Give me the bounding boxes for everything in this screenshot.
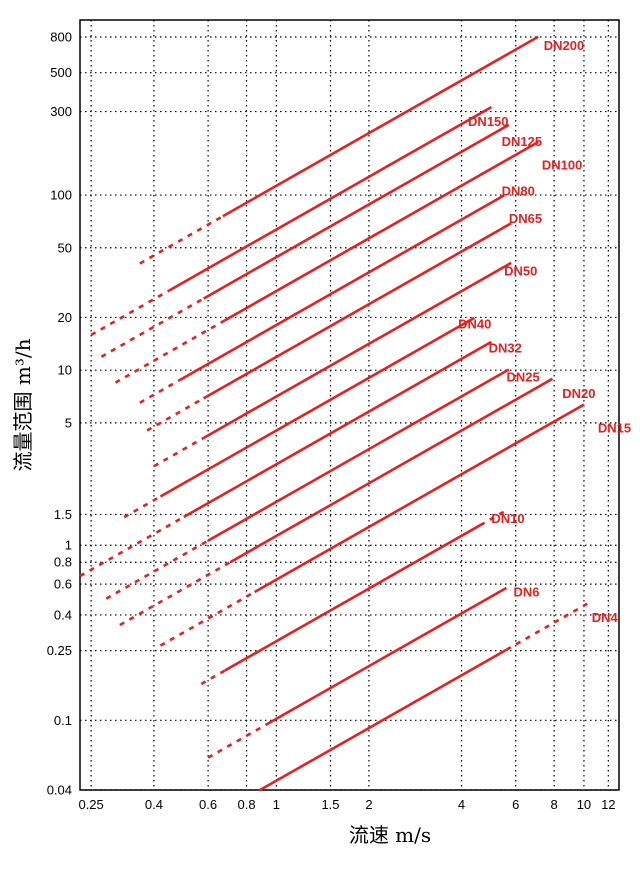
series-line-solid	[159, 316, 475, 498]
series-label: DN150	[468, 114, 508, 129]
series-line-solid	[202, 222, 512, 400]
series-line-dashed	[139, 379, 179, 404]
series-label: DN65	[509, 211, 542, 226]
y-tick-label: 1	[65, 538, 72, 553]
series-line-solid	[183, 340, 492, 519]
y-tick-label: 0.25	[47, 643, 72, 658]
x-tick-labels: 0.25 0.4 0.6 0.8 1 1.5 2 4 6 8 10 12	[78, 797, 615, 812]
series-label: DN15	[598, 421, 631, 436]
series-line-solid	[229, 377, 554, 564]
series-label: DN100	[542, 157, 582, 172]
series-label: DN25	[506, 370, 539, 385]
series-label: DN125	[502, 134, 542, 149]
series-line-solid	[258, 648, 508, 792]
x-tick-label: 8	[551, 797, 558, 812]
x-tick-label: 12	[601, 797, 615, 812]
series-label: DN40	[458, 316, 491, 331]
series-line-solid	[202, 123, 510, 300]
y-tick-label: 0.6	[54, 577, 72, 592]
y-axis-title: 流量范围 m³/h	[11, 338, 35, 471]
y-tick-label: 0.8	[54, 555, 72, 570]
series-line-solid	[169, 105, 492, 292]
series-label: DN80	[502, 184, 535, 199]
series-label: DN6	[513, 584, 539, 599]
series-line-dashed	[79, 515, 185, 578]
y-tick-label: 800	[50, 29, 72, 44]
series-label: DN10	[491, 511, 524, 526]
series-line-dashed	[153, 436, 205, 468]
series-line-dashed	[90, 289, 171, 337]
y-tick-label: 0.4	[54, 607, 72, 622]
x-tick-label: 0.8	[237, 797, 255, 812]
series-line-dashed	[479, 510, 505, 527]
series-line-dashed	[123, 495, 162, 519]
series-lines	[79, 35, 592, 792]
x-tick-label: 0.6	[199, 797, 217, 812]
series-line-dashed	[505, 600, 592, 651]
series-line-dashed	[105, 539, 209, 600]
y-tick-label: 500	[50, 65, 72, 80]
series-line-dashed	[146, 397, 205, 432]
y-tick-label: 5	[65, 415, 72, 430]
x-tick-label: 4	[458, 797, 465, 812]
y-tick-label: 0.1	[54, 713, 72, 728]
y-tick-label: 10	[58, 363, 72, 378]
x-axis-title: 流速 m/s	[349, 823, 431, 847]
series-line-dashed	[139, 215, 224, 265]
grid	[80, 20, 619, 791]
x-tick-label: 0.4	[145, 797, 163, 812]
series-line-solid	[207, 368, 510, 542]
series-label: DN200	[544, 38, 584, 53]
x-tick-label: 1	[273, 797, 280, 812]
series-line-dashed	[100, 297, 205, 358]
x-tick-label: 10	[577, 797, 591, 812]
series-line-solid	[267, 586, 508, 725]
x-tick-label: 1.5	[321, 797, 339, 812]
series-label: DN32	[489, 340, 522, 355]
series-line-dashed	[119, 560, 232, 627]
series-line-solid	[177, 194, 505, 382]
x-tick-label: 6	[512, 797, 519, 812]
y-tick-label: 300	[50, 104, 72, 119]
series-line-dashed	[207, 722, 269, 759]
y-tick-label: 1.5	[54, 507, 72, 522]
y-tick-label: 0.04	[47, 783, 72, 798]
x-tick-label: 0.25	[78, 797, 103, 812]
plot-frame	[79, 19, 620, 791]
series-line-solid	[202, 261, 512, 440]
series-label: DN4	[592, 610, 619, 625]
series-line-solid	[224, 524, 481, 672]
y-tick-labels: 0.04 0.1 0.25 0.4 0.6 0.8 1 1.5 5 10 20 50 100 300 500…	[47, 29, 72, 797]
series-line-solid	[222, 35, 539, 218]
y-tick-label: 50	[58, 240, 72, 255]
series-line-dashed	[200, 669, 226, 686]
series-line-solid	[224, 140, 539, 322]
y-tick-label: 20	[58, 310, 72, 325]
series-label: DN50	[504, 264, 537, 279]
series-line-dashed	[159, 590, 256, 647]
y-tick-label: 100	[50, 188, 72, 203]
x-tick-label: 2	[365, 797, 372, 812]
series-line-solid	[253, 403, 585, 594]
series-label: DN20	[562, 386, 595, 401]
